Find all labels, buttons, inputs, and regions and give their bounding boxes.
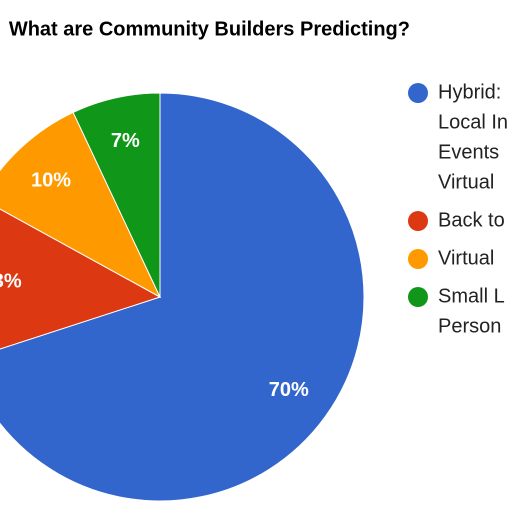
legend-label: Small L bbox=[438, 285, 505, 307]
slice-label: 70% bbox=[269, 379, 309, 401]
slice-label: 10% bbox=[31, 169, 71, 191]
pie-slice bbox=[0, 111, 162, 299]
slice-label: 7% bbox=[111, 130, 140, 152]
legend-label: Back to bbox=[438, 209, 505, 231]
pie-slice bbox=[0, 92, 365, 502]
legend-marker bbox=[408, 249, 428, 269]
legend-marker bbox=[408, 211, 428, 231]
legend-label: Virtual bbox=[438, 171, 494, 193]
chart-title: What are Community Builders Predicting? bbox=[9, 18, 410, 40]
legend-marker bbox=[408, 83, 428, 103]
pie-slice bbox=[0, 208, 162, 350]
pie-slice bbox=[72, 92, 161, 298]
slice-label: 13% bbox=[0, 270, 22, 292]
legend-label: Local In bbox=[438, 111, 508, 133]
legend-marker bbox=[408, 287, 428, 307]
legend-label: Hybrid: bbox=[438, 81, 501, 103]
legend-label: Person bbox=[438, 315, 501, 337]
legend-label: Events bbox=[438, 141, 499, 163]
legend-label: Virtual bbox=[438, 247, 494, 269]
